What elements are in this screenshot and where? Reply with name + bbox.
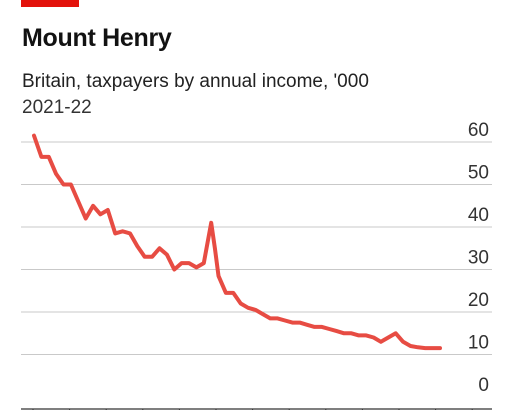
chart-subtitle: Britain, taxpayers by annual income, '00… [22, 71, 369, 92]
y-tick-label-20: 20 [468, 290, 489, 311]
series-line [32, 133, 442, 351]
y-tick-label-0: 0 [478, 375, 489, 396]
line-chart: 0 10 20 30 40 50 60 [21, 120, 492, 410]
brand-accent-bar [21, 0, 79, 7]
y-tick-label-30: 30 [468, 248, 489, 269]
y-tick-label-60: 60 [468, 120, 489, 141]
y-tick-label-50: 50 [468, 163, 489, 184]
chart-title: Mount Henry [22, 24, 172, 52]
y-tick-label-40: 40 [468, 205, 489, 226]
chart-period: 2021-22 [22, 97, 92, 118]
y-tick-label-10: 10 [468, 333, 489, 354]
